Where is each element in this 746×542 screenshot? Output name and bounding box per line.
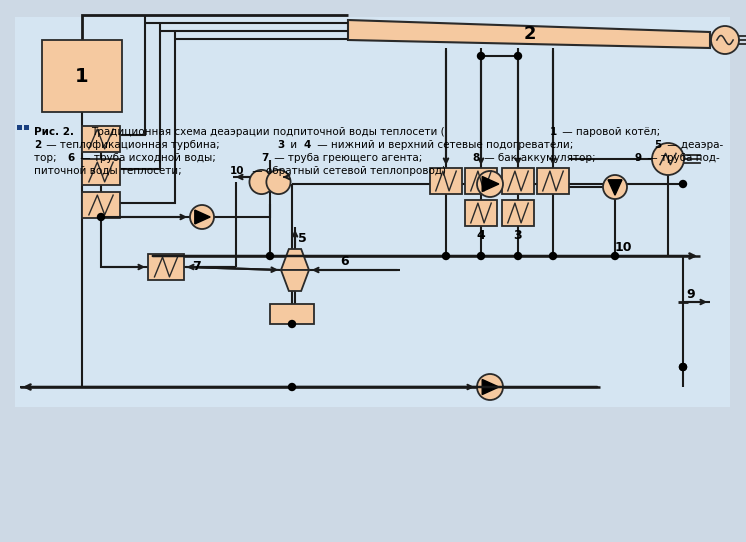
Text: 2: 2 <box>524 25 536 43</box>
FancyBboxPatch shape <box>465 200 497 226</box>
Text: — теплофикационная турбина;: — теплофикационная турбина; <box>43 140 223 150</box>
FancyBboxPatch shape <box>502 200 534 226</box>
Circle shape <box>515 253 521 260</box>
Text: 1: 1 <box>75 67 89 86</box>
Polygon shape <box>482 379 499 395</box>
Circle shape <box>711 26 739 54</box>
FancyBboxPatch shape <box>502 168 534 194</box>
Text: 9: 9 <box>635 153 642 163</box>
FancyBboxPatch shape <box>82 126 120 152</box>
Text: 10: 10 <box>615 241 633 254</box>
Circle shape <box>477 53 484 60</box>
Text: — нижний и верхний сетевые подогреватели;: — нижний и верхний сетевые подогреватели… <box>313 140 576 150</box>
Circle shape <box>680 364 686 371</box>
Circle shape <box>477 374 503 400</box>
Polygon shape <box>281 249 309 270</box>
Text: 3: 3 <box>278 140 284 150</box>
Text: 4: 4 <box>304 140 311 150</box>
FancyBboxPatch shape <box>148 254 184 280</box>
Text: — бак-аккумулятор;: — бак-аккумулятор; <box>481 153 599 163</box>
FancyBboxPatch shape <box>270 304 314 324</box>
Circle shape <box>652 143 684 175</box>
Polygon shape <box>195 210 210 224</box>
Text: 9: 9 <box>686 287 695 300</box>
Circle shape <box>190 205 214 229</box>
Circle shape <box>680 364 686 371</box>
Circle shape <box>680 180 686 188</box>
Text: 5: 5 <box>655 140 662 150</box>
Circle shape <box>249 170 274 194</box>
Text: тор;: тор; <box>34 153 60 163</box>
Text: — труба под-: — труба под- <box>644 153 719 163</box>
Circle shape <box>603 175 627 199</box>
FancyBboxPatch shape <box>537 168 569 194</box>
Text: 3: 3 <box>514 229 522 242</box>
Text: — труба исходной воды;: — труба исходной воды; <box>77 153 219 163</box>
Circle shape <box>266 170 291 194</box>
FancyBboxPatch shape <box>17 125 22 130</box>
Text: и: и <box>286 140 300 150</box>
Polygon shape <box>281 270 309 291</box>
Polygon shape <box>348 20 710 48</box>
FancyBboxPatch shape <box>82 159 120 185</box>
Text: 1: 1 <box>550 127 557 137</box>
Circle shape <box>266 253 274 260</box>
FancyBboxPatch shape <box>15 17 730 407</box>
Polygon shape <box>482 177 499 191</box>
Text: Традиционная схема деаэрации подпиточной воды теплосети (: Традиционная схема деаэрации подпиточной… <box>91 127 445 137</box>
Circle shape <box>289 384 295 390</box>
FancyBboxPatch shape <box>465 168 497 194</box>
Text: — деаэра-: — деаэра- <box>664 140 724 150</box>
Text: 6: 6 <box>68 153 75 163</box>
Circle shape <box>612 253 618 260</box>
Polygon shape <box>608 180 622 195</box>
Text: — паровой котёл;: — паровой котёл; <box>560 127 660 137</box>
FancyBboxPatch shape <box>430 168 462 194</box>
Circle shape <box>550 253 557 260</box>
Text: 7: 7 <box>262 153 269 163</box>
FancyBboxPatch shape <box>42 40 122 112</box>
Circle shape <box>98 214 104 221</box>
Circle shape <box>477 253 484 260</box>
Circle shape <box>515 53 521 60</box>
Text: 5: 5 <box>298 232 307 245</box>
Circle shape <box>442 253 450 260</box>
Circle shape <box>477 171 503 197</box>
Text: 6: 6 <box>340 255 348 268</box>
Text: питочной воды теплосети;: питочной воды теплосети; <box>34 166 185 176</box>
Text: — труба греющего агента;: — труба греющего агента; <box>272 153 426 163</box>
Text: 2: 2 <box>34 140 41 150</box>
FancyBboxPatch shape <box>82 192 120 218</box>
Text: 10: 10 <box>230 166 245 176</box>
Text: — обратный сетевой теплопровод): — обратный сетевой теплопровод) <box>249 166 446 176</box>
Text: 8: 8 <box>472 153 479 163</box>
FancyBboxPatch shape <box>24 125 29 130</box>
Text: Рис. 2.: Рис. 2. <box>34 127 78 137</box>
Text: 7: 7 <box>192 261 201 274</box>
Text: 4: 4 <box>477 229 486 242</box>
Circle shape <box>289 320 295 327</box>
